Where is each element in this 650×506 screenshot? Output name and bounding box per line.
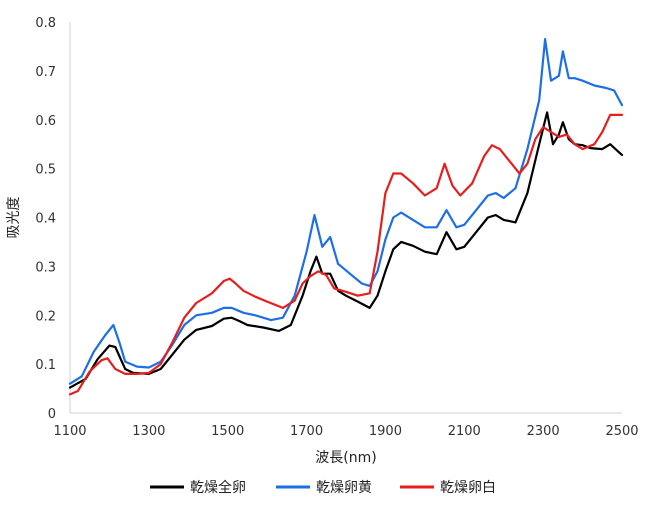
plot-area: 1100 1300 1500 1700 1900 2100 2300 2500 0 0.1 0.2… (35, 16, 638, 439)
y-tick-label: 0.7 (35, 65, 56, 80)
x-axis-label: 波長(nm) (315, 450, 376, 466)
y-tick-label: 0.5 (35, 163, 56, 178)
y-tick-label: 0.3 (35, 260, 56, 275)
y-tick-label: 0.2 (35, 309, 56, 324)
series-line-1 (68, 111, 624, 389)
series-line-2 (68, 38, 624, 385)
legend-label: 乾燥卵黄 (316, 479, 372, 496)
x-tick-label: 1700 (290, 424, 323, 439)
y-tick-label: 0.6 (35, 114, 56, 129)
y-tick-label: 0.4 (35, 212, 56, 227)
series-lines (68, 38, 624, 396)
legend-label: 乾燥全卵 (190, 479, 246, 496)
y-tick-label: 0 (48, 407, 56, 422)
y-ticks: 0 0.1 0.2 0.3 0.4 0.5 0.6 0.7 0.8 (35, 16, 56, 422)
legend-label: 乾燥卵白 (440, 480, 496, 496)
series-line-3 (68, 113, 624, 396)
x-ticks: 1100 1300 1500 1700 1900 2100 2300 2500 (53, 424, 638, 439)
x-tick-label: 1300 (132, 424, 165, 439)
x-tick-label: 2100 (448, 424, 481, 439)
x-tick-label: 2500 (605, 424, 638, 439)
y-tick-label: 0.8 (35, 16, 56, 31)
x-tick-label: 2300 (527, 424, 560, 439)
legend-item-3: 乾燥卵白 (400, 480, 496, 496)
x-tick-label: 1100 (53, 424, 86, 439)
x-tick-label: 1900 (369, 424, 402, 439)
legend-item-1: 乾燥全卵 (150, 479, 246, 496)
legend: 乾燥全卵 乾燥卵黄 乾燥卵白 (150, 479, 496, 496)
y-axis-label: 吸光度 (6, 197, 22, 239)
x-tick-label: 1500 (211, 424, 244, 439)
y-tick-label: 0.1 (35, 358, 56, 373)
legend-item-2: 乾燥卵黄 (276, 479, 372, 496)
